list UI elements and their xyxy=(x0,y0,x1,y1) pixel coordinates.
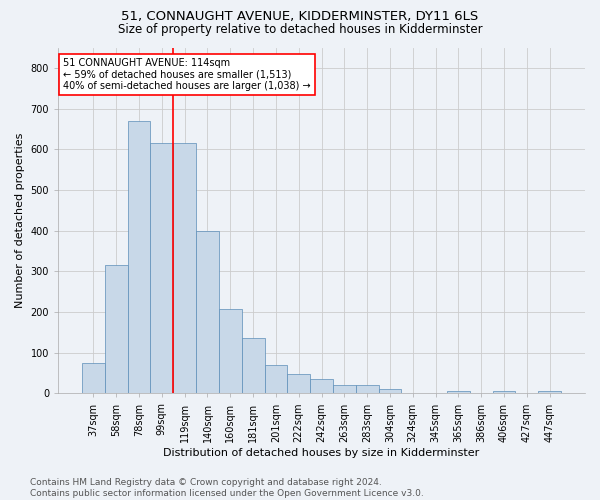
Bar xyxy=(196,230,219,394)
Bar xyxy=(82,363,105,394)
Bar xyxy=(493,390,515,394)
Bar xyxy=(538,390,561,394)
Text: Size of property relative to detached houses in Kidderminster: Size of property relative to detached ho… xyxy=(118,22,482,36)
Text: 51 CONNAUGHT AVENUE: 114sqm
← 59% of detached houses are smaller (1,513)
40% of : 51 CONNAUGHT AVENUE: 114sqm ← 59% of det… xyxy=(64,58,311,91)
Bar xyxy=(173,143,196,394)
Bar xyxy=(447,390,470,394)
Bar xyxy=(356,386,379,394)
Bar xyxy=(333,386,356,394)
Bar xyxy=(151,143,173,394)
Y-axis label: Number of detached properties: Number of detached properties xyxy=(15,133,25,308)
Bar xyxy=(379,388,401,394)
Bar xyxy=(265,365,287,394)
Bar xyxy=(310,379,333,394)
Text: Contains HM Land Registry data © Crown copyright and database right 2024.
Contai: Contains HM Land Registry data © Crown c… xyxy=(30,478,424,498)
Bar xyxy=(242,338,265,394)
Bar xyxy=(287,374,310,394)
Text: 51, CONNAUGHT AVENUE, KIDDERMINSTER, DY11 6LS: 51, CONNAUGHT AVENUE, KIDDERMINSTER, DY1… xyxy=(121,10,479,23)
Bar xyxy=(128,121,151,394)
X-axis label: Distribution of detached houses by size in Kidderminster: Distribution of detached houses by size … xyxy=(163,448,479,458)
Bar xyxy=(105,265,128,394)
Bar xyxy=(219,309,242,394)
